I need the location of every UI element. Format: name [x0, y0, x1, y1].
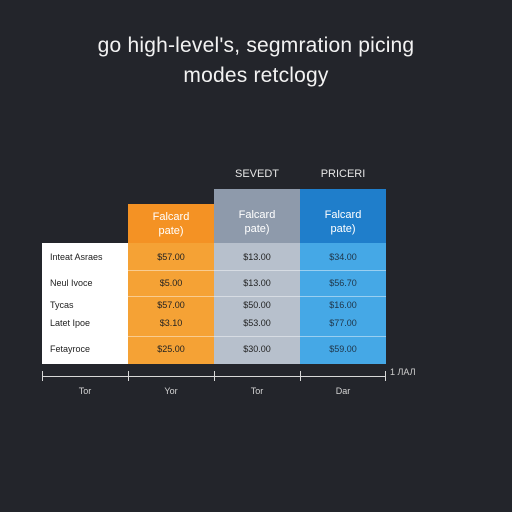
- row-label: Latet Ipoe: [50, 318, 91, 328]
- price-cell: $56.70: [329, 278, 357, 288]
- price-cell: $13.00: [243, 252, 271, 262]
- plan-name: Falcard: [324, 209, 362, 221]
- row-label: Tycas: [50, 300, 74, 310]
- plan-subname: pate): [330, 223, 356, 235]
- plan-header-1[interactable]: Falcard pate): [128, 204, 214, 243]
- price-cell: $57.00: [157, 300, 185, 310]
- price-cell: $53.00: [243, 318, 271, 328]
- row-divider: [42, 296, 386, 297]
- plan-header-2[interactable]: Falcard pate): [214, 189, 300, 243]
- plan-subname: pate): [158, 224, 184, 237]
- axis-label: Tor: [250, 386, 264, 396]
- axis-label: Tor: [78, 386, 92, 396]
- row-label: Neul Ivoce: [50, 278, 93, 288]
- price-cell: $57.00: [157, 252, 185, 262]
- row-divider: [42, 336, 386, 337]
- axis-label: Dar: [335, 386, 351, 396]
- price-cell: $5.00: [159, 278, 183, 288]
- price-cell: $3.10: [159, 318, 183, 328]
- price-cell: $50.00: [243, 300, 271, 310]
- plan-column-1: [128, 243, 214, 364]
- price-cell: $13.00: [243, 278, 271, 288]
- plan-top-label-2: SEVEDT: [234, 168, 279, 180]
- plan-column-2: [214, 243, 300, 364]
- plan-header-3[interactable]: Falcard pate): [300, 189, 386, 243]
- axis-label: Yor: [164, 386, 178, 396]
- price-cell: $30.00: [243, 344, 271, 354]
- row-divider: [42, 270, 386, 271]
- plan-top-label-3: PRICERI: [320, 168, 366, 180]
- page-title-line-2: modes retclogy: [183, 64, 329, 87]
- plan-name: Falcard: [238, 209, 276, 221]
- axis-tick: [300, 371, 301, 381]
- price-cell: $77.00: [329, 318, 357, 328]
- price-cell: $25.00: [157, 344, 185, 354]
- row-label: Fetayroce: [50, 344, 91, 354]
- plan-subname: pate): [244, 223, 270, 235]
- price-cell: $34.00: [329, 252, 357, 262]
- axis-tick: [214, 371, 215, 381]
- price-cell: $16.00: [329, 300, 357, 310]
- axis-end-label: 1 ЛАЛ: [390, 367, 416, 377]
- price-cell: $59.00: [329, 344, 357, 354]
- row-label-panel: [42, 243, 128, 364]
- axis-tick: [128, 371, 129, 381]
- axis-tick: [385, 371, 386, 381]
- axis-tick: [42, 371, 43, 381]
- plan-name: Falcard: [152, 210, 190, 223]
- row-label: Inteat Asraes: [50, 252, 103, 262]
- page-title-line-1: go high-level's, segmration picing: [97, 34, 415, 57]
- plan-column-3: [300, 243, 386, 364]
